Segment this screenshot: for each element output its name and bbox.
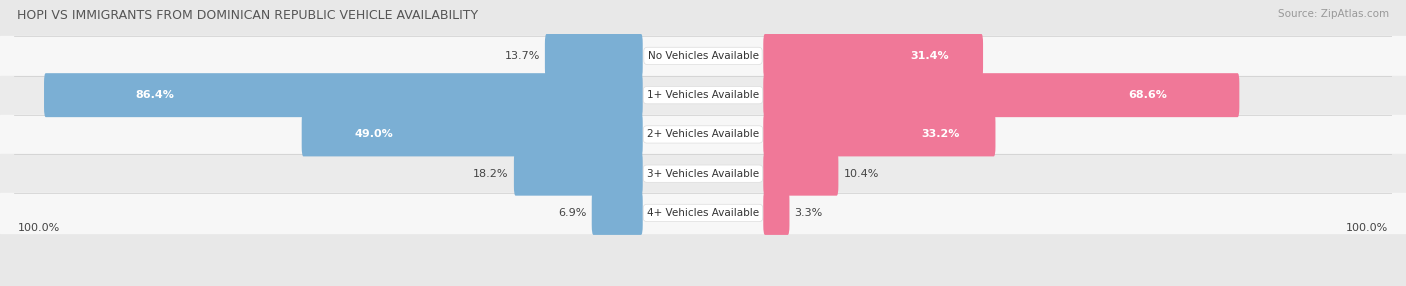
Text: 100.0%: 100.0%	[17, 223, 59, 233]
Text: 33.2%: 33.2%	[921, 130, 959, 139]
FancyBboxPatch shape	[546, 34, 643, 78]
FancyBboxPatch shape	[763, 191, 789, 235]
Bar	[0, 154, 1406, 193]
FancyBboxPatch shape	[44, 73, 643, 117]
Text: 18.2%: 18.2%	[474, 169, 509, 179]
Bar	[0, 36, 1406, 76]
FancyBboxPatch shape	[302, 112, 643, 156]
FancyBboxPatch shape	[763, 73, 1239, 117]
Text: 3.3%: 3.3%	[794, 208, 823, 218]
Text: 1+ Vehicles Available: 1+ Vehicles Available	[647, 90, 759, 100]
Bar	[0, 76, 1406, 115]
Bar	[0, 193, 1406, 233]
FancyBboxPatch shape	[763, 152, 838, 196]
Text: 6.9%: 6.9%	[558, 208, 586, 218]
FancyBboxPatch shape	[763, 112, 995, 156]
FancyBboxPatch shape	[592, 191, 643, 235]
Text: 4+ Vehicles Available: 4+ Vehicles Available	[647, 208, 759, 218]
Text: 100.0%: 100.0%	[1347, 223, 1389, 233]
Text: HOPI VS IMMIGRANTS FROM DOMINICAN REPUBLIC VEHICLE AVAILABILITY: HOPI VS IMMIGRANTS FROM DOMINICAN REPUBL…	[17, 9, 478, 21]
Text: 31.4%: 31.4%	[910, 51, 949, 61]
Text: No Vehicles Available: No Vehicles Available	[648, 51, 758, 61]
FancyBboxPatch shape	[513, 152, 643, 196]
FancyBboxPatch shape	[763, 34, 983, 78]
Text: Source: ZipAtlas.com: Source: ZipAtlas.com	[1278, 9, 1389, 19]
Text: 2+ Vehicles Available: 2+ Vehicles Available	[647, 130, 759, 139]
Text: 13.7%: 13.7%	[505, 51, 540, 61]
Text: 49.0%: 49.0%	[354, 130, 392, 139]
Text: 68.6%: 68.6%	[1128, 90, 1167, 100]
Text: 3+ Vehicles Available: 3+ Vehicles Available	[647, 169, 759, 179]
Text: 10.4%: 10.4%	[844, 169, 879, 179]
Text: 86.4%: 86.4%	[135, 90, 174, 100]
Bar	[0, 115, 1406, 154]
